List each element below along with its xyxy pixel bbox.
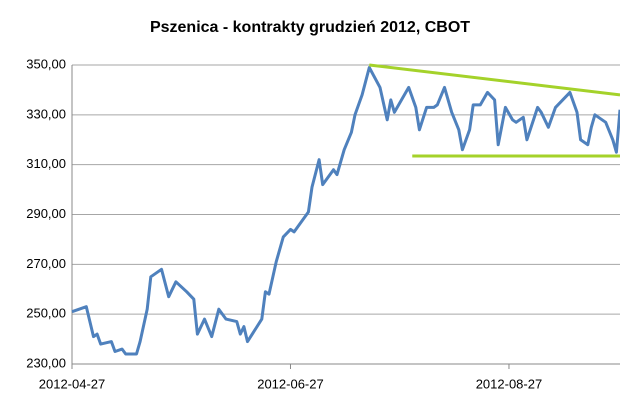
chart-title: Pszenica - kontrakty grudzień 2012, CBOT (150, 19, 470, 36)
y-tick-label: 230,00 (26, 355, 66, 370)
trend-line (369, 63, 620, 97)
price-line (71, 66, 620, 356)
x-tick-label: 2012-06-27 (257, 376, 324, 391)
x-tick-label: 2012-08-27 (476, 376, 543, 391)
y-tick-label: 330,00 (26, 106, 66, 121)
x-tick-label: 2012-04-27 (39, 376, 106, 391)
y-tick-label: 250,00 (26, 306, 66, 321)
y-tick-label: 310,00 (26, 156, 66, 171)
y-tick-label: 290,00 (26, 206, 66, 221)
y-tick-label: 350,00 (26, 56, 66, 71)
y-tick-label: 270,00 (26, 256, 66, 271)
